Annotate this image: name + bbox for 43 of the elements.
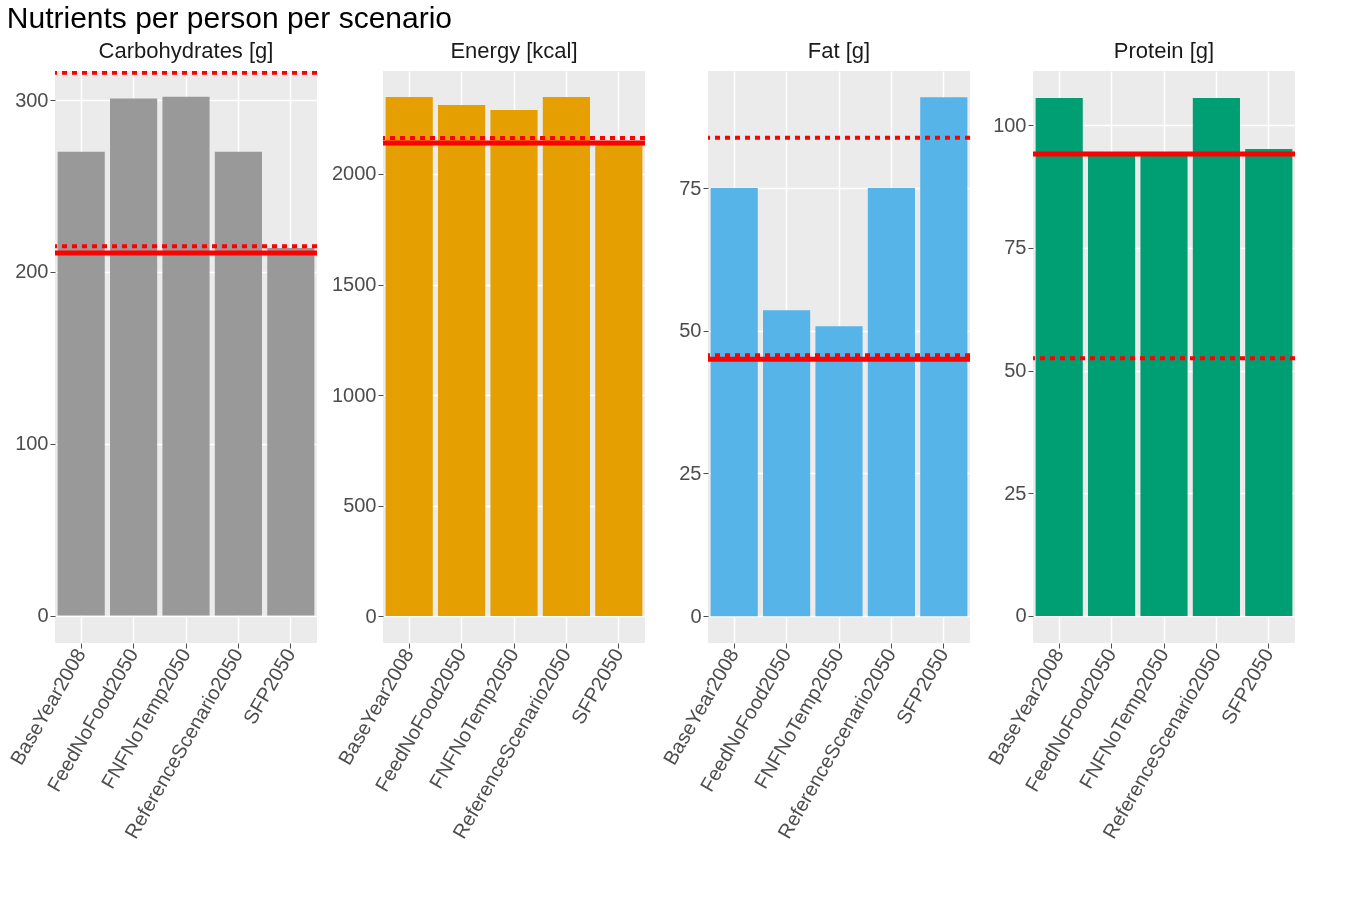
- y-tick-label: 2000: [332, 162, 377, 185]
- y-tick-label: 300: [15, 88, 49, 111]
- y-tick-label: 25: [679, 461, 702, 484]
- bar: [385, 97, 433, 617]
- bar: [1140, 154, 1188, 616]
- y-tick-label: 0: [690, 604, 702, 627]
- bar: [214, 151, 262, 616]
- bar: [595, 143, 643, 617]
- y-tick-label: 1000: [332, 383, 377, 406]
- y-tick-label: 50: [679, 319, 702, 342]
- bar: [763, 310, 811, 617]
- bar: [1245, 149, 1293, 616]
- bar: [815, 326, 863, 617]
- y-tick-label: 1500: [332, 273, 377, 296]
- y-tick-label: 0: [37, 604, 49, 627]
- bar: [867, 188, 915, 617]
- bar: [267, 247, 315, 616]
- text: Nutrients per person per scenario: [6, 1, 453, 34]
- chart-title: Carbohydrates [g]: [98, 38, 274, 63]
- y-tick-label: 25: [1004, 481, 1027, 504]
- bar: [542, 97, 590, 617]
- chart-title: Energy [kcal]: [450, 38, 578, 63]
- bar: [162, 96, 210, 616]
- bar: [920, 97, 968, 617]
- bar: [490, 109, 538, 617]
- y-tick-label: 100: [993, 113, 1027, 136]
- y-tick-label: 75: [679, 176, 702, 199]
- bar: [1192, 98, 1240, 616]
- chart-title: Fat [g]: [807, 38, 871, 63]
- y-tick-label: 500: [343, 494, 377, 517]
- y-tick-label: 0: [365, 604, 377, 627]
- y-tick-label: 50: [1004, 359, 1027, 381]
- bar: [1035, 98, 1083, 616]
- bar: [57, 151, 105, 616]
- bar: [110, 98, 158, 616]
- y-tick-label: 0: [1015, 604, 1027, 627]
- bar: [1088, 154, 1136, 616]
- chart-title: Protein [g]: [1113, 38, 1215, 63]
- y-tick-label: 75: [1004, 236, 1027, 259]
- bar: [438, 105, 486, 617]
- y-tick-label: 200: [15, 260, 49, 283]
- y-tick-label: 100: [15, 432, 49, 455]
- bar: [710, 188, 758, 617]
